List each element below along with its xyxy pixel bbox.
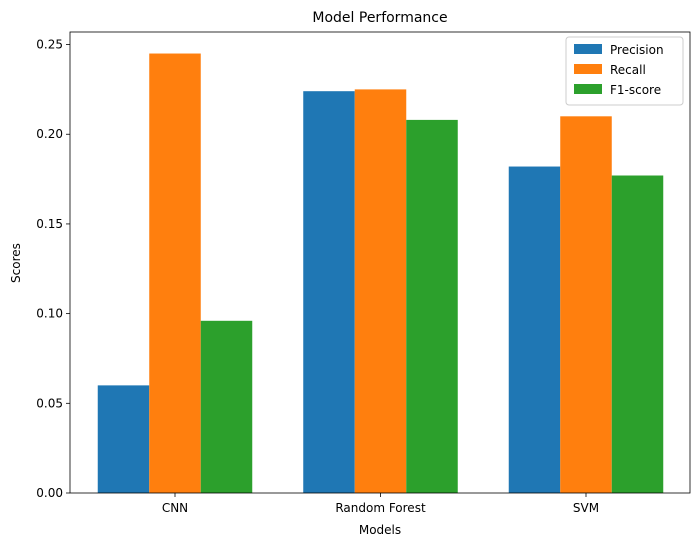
legend-swatch	[574, 44, 602, 54]
y-axis: 0.00 0.05 0.10 0.15 0.20 0.25	[36, 38, 70, 500]
bar-precision-svm	[508, 166, 561, 493]
legend-label: F1-score	[610, 83, 661, 97]
y-tick-label: 0.00	[36, 486, 63, 500]
x-tick-label: Random Forest	[335, 501, 426, 515]
plot-frame	[69, 31, 691, 494]
bar-recall-random-forest	[354, 89, 407, 493]
y-tick-label: 0.20	[36, 127, 63, 141]
bar-f1-score-random-forest	[406, 119, 458, 493]
bar-recall-cnn	[149, 53, 201, 493]
bar-precision-random-forest	[303, 91, 355, 493]
legend-label: Recall	[610, 63, 646, 77]
x-axis-label: Models	[359, 523, 401, 537]
y-tick-label: 0.10	[36, 307, 63, 321]
bar-recall-svm	[560, 116, 612, 493]
y-axis-label: Scores	[9, 243, 23, 283]
x-tick-label: SVM	[573, 501, 599, 515]
bar-f1-score-svm	[611, 175, 664, 493]
y-tick-label: 0.15	[36, 217, 63, 231]
legend-swatch	[574, 64, 602, 74]
legend: Precision Recall F1-score	[565, 36, 684, 106]
legend-label: Precision	[610, 43, 664, 57]
x-tick-label: CNN	[162, 501, 188, 515]
bar-precision-cnn	[97, 385, 150, 493]
legend-swatch	[574, 84, 602, 94]
y-tick-label: 0.25	[36, 38, 63, 52]
chart-title: Model Performance	[312, 10, 447, 26]
y-tick-label: 0.05	[36, 396, 63, 410]
x-axis: CNN Random Forest SVM	[162, 493, 599, 515]
plot-area	[69, 31, 691, 494]
bar-f1-score-cnn	[200, 320, 253, 493]
